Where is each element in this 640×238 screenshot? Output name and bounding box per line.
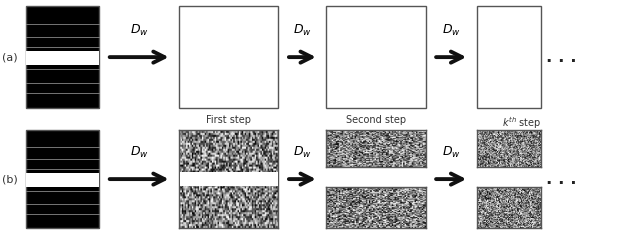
Text: . . .: . . . bbox=[546, 48, 577, 66]
Bar bbox=[26, 173, 99, 187]
Bar bbox=[477, 6, 541, 108]
Text: $D_w$: $D_w$ bbox=[442, 23, 461, 38]
Text: $D_w$: $D_w$ bbox=[442, 145, 461, 160]
Text: (b): (b) bbox=[2, 174, 18, 184]
Text: $D_w$: $D_w$ bbox=[130, 145, 148, 160]
Bar bbox=[26, 130, 99, 228]
Text: (a): (a) bbox=[3, 52, 18, 62]
Text: First step: First step bbox=[206, 115, 252, 125]
Text: $D_w$: $D_w$ bbox=[293, 145, 312, 160]
Text: Second step: Second step bbox=[346, 115, 406, 125]
Text: $k^{th}$ step: $k^{th}$ step bbox=[502, 115, 541, 131]
Text: . . .: . . . bbox=[546, 170, 577, 188]
Bar bbox=[26, 6, 99, 108]
Text: $D_w$: $D_w$ bbox=[130, 23, 148, 38]
Bar bbox=[179, 6, 278, 108]
Bar bbox=[326, 6, 426, 108]
Text: $D_w$: $D_w$ bbox=[293, 23, 312, 38]
Bar bbox=[26, 51, 99, 65]
